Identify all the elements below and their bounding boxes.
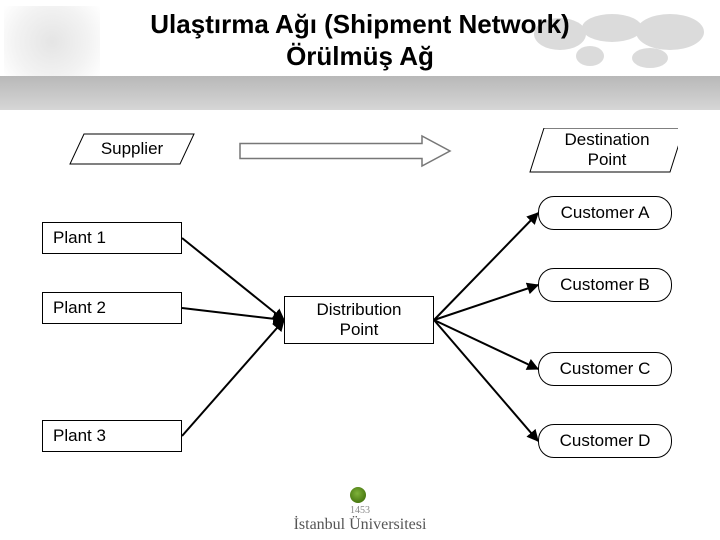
node-custA: Customer A [538,196,672,230]
node-label-supplier: Supplier [70,134,194,164]
node-dist: Distribution Point [284,296,434,344]
university-logo-icon [350,487,366,503]
edge-plant3-dist [182,320,284,436]
node-custC: Customer C [538,352,672,386]
slide-title: Ulaştırma Ağı (Shipment Network) Örülmüş… [0,8,720,72]
node-plant3: Plant 3 [42,420,182,452]
slide: Ulaştırma Ağı (Shipment Network) Örülmüş… [0,0,720,540]
network-diagram: SupplierDestination PointPlant 1Plant 2P… [42,128,678,488]
node-custB: Customer B [538,268,672,302]
edge-dist-custC [434,320,538,369]
edge-dist-custD [434,320,538,441]
title-line-2: Örülmüş Ağ [0,40,720,72]
edge-dist-custA [434,213,538,320]
node-custD: Customer D [538,424,672,458]
node-plant2: Plant 2 [42,292,182,324]
title-line-1: Ulaştırma Ağı (Shipment Network) [0,8,720,40]
node-label-destination: Destination Point [530,128,684,172]
header-band [0,76,720,110]
edge-dist-custB [434,285,538,320]
flow-direction-arrow [240,136,450,166]
footer-year: 1453 [0,506,720,516]
node-plant1: Plant 1 [42,222,182,254]
edge-plant1-dist [182,238,284,320]
footer-text: İstanbul Üniversitesi [294,516,427,533]
footer: 1453 İstanbul Üniversitesi [0,487,720,534]
edge-plant2-dist [182,308,284,320]
